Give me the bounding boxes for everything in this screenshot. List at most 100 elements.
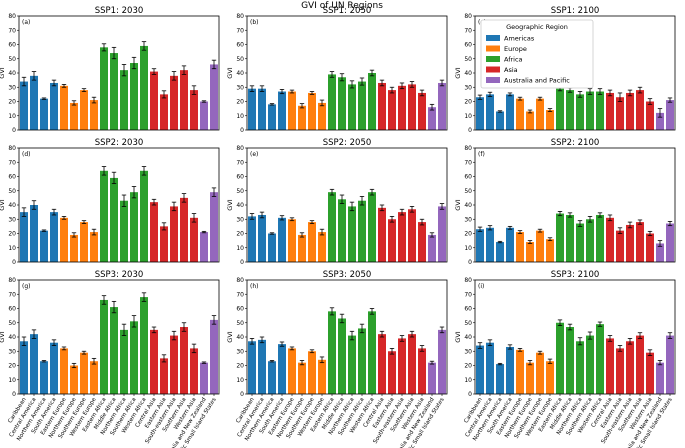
bar-eastern-asia [160,226,168,262]
y-tick-label: 40 [8,70,16,77]
y-tick-label: 10 [236,245,244,252]
bar-southern-africa [586,91,594,130]
y-axis-label: GVI [0,331,6,342]
legend-label-asia: Asia [504,66,518,74]
y-tick-label: 20 [8,231,16,238]
panel-title: SSP1: 2030 [95,6,144,16]
bar-northern-america [268,361,276,394]
panel-label: (d) [22,151,31,158]
y-tick-label: 20 [236,99,244,106]
bar-northern-africa [120,70,128,130]
y-tick-label: 10 [236,113,244,120]
axes-frame [474,279,676,395]
bar-pacific-small-island-states [210,319,218,394]
bar-south-eastern-asia [398,85,406,130]
bar-northern-europe [526,362,534,394]
bar-western-europe [546,110,554,130]
y-tick-label: 20 [8,363,16,370]
bar-northern-europe [298,105,306,130]
chart-panel-8: SSP3: 2050(h)01020304050607080GVICaribbe… [226,270,448,448]
bar-central-asia [150,202,158,262]
bar-western-africa [140,297,148,394]
bar-central-america [486,342,494,394]
bar-south-america [506,346,514,394]
bar-eastern-africa [100,170,108,262]
bar-eastern-africa [328,311,336,394]
panel-title: SSP2: 2030 [95,138,144,148]
bar-middle-africa [566,90,574,130]
bar-northern-europe [526,242,534,262]
bar-pacific-small-island-states [666,100,674,130]
bar-northern-america [268,233,276,262]
bar-eastern-africa [100,299,108,394]
bar-western-asia [190,217,198,262]
bar-australia-and-new-zealand [200,232,208,262]
bar-central-america [258,88,266,130]
y-tick-label: 30 [464,216,472,223]
bar-south-america [278,217,286,262]
bar-south-eastern-asia [170,206,178,262]
bar-western-asia [190,348,198,394]
bar-central-asia [378,207,386,262]
bar-northern-europe [526,111,534,130]
bar-middle-africa [110,53,118,130]
bar-eastern-asia [160,94,168,130]
y-tick-label: 60 [236,42,244,49]
y-tick-label: 20 [236,231,244,238]
bar-northern-europe [298,234,306,262]
y-tick-label: 30 [236,348,244,355]
y-tick-label: 60 [8,306,16,313]
y-tick-label: 60 [236,306,244,313]
bar-western-africa [368,73,376,130]
y-tick-label: 80 [464,13,472,20]
bar-western-asia [190,90,198,130]
y-tick-label: 0 [468,259,472,266]
bar-northern-america [40,361,48,394]
bar-eastern-africa [328,74,336,130]
bar-eastern-europe [60,217,68,262]
bar-southern-asia [408,334,416,394]
bar-northern-africa [348,206,356,262]
bar-southern-africa [358,328,366,394]
y-tick-label: 30 [464,348,472,355]
y-tick-label: 0 [240,259,244,266]
bar-northern-america [496,242,504,262]
bar-australia-and-new-zealand [200,101,208,130]
axes-frame [18,279,220,395]
bar-southern-europe [536,352,544,394]
bar-central-asia [606,92,614,130]
bar-south-eastern-asia [626,224,634,262]
y-tick-label: 70 [464,27,472,34]
y-tick-label: 40 [236,202,244,209]
bar-northern-europe [70,102,78,130]
y-tick-label: 10 [8,377,16,384]
bar-eastern-asia [388,219,396,262]
bar-southern-asia [636,222,644,262]
y-tick-label: 40 [236,334,244,341]
bar-northern-africa [348,335,356,394]
bar-south-america [50,342,58,394]
bar-australia-and-new-zealand [656,243,664,262]
bar-western-europe [546,239,554,262]
bar-eastern-asia [388,351,396,394]
bar-southern-africa [586,219,594,262]
y-tick-label: 30 [8,216,16,223]
bar-south-america [506,227,514,262]
y-tick-label: 80 [8,145,16,152]
y-axis-label: GVI [454,331,462,342]
bar-northern-africa [576,341,584,394]
bar-eastern-europe [516,232,524,262]
y-axis-label: GVI [226,199,234,210]
bar-pacific-small-island-states [666,335,674,394]
y-tick-label: 40 [464,334,472,341]
bar-southern-asia [408,209,416,262]
bar-australia-and-new-zealand [428,362,436,394]
bar-central-asia [606,217,614,262]
bar-eastern-asia [616,97,624,130]
y-tick-label: 80 [236,13,244,20]
bar-central-america [30,205,38,262]
bar-northern-africa [120,200,128,262]
y-tick-label: 40 [464,202,472,209]
bar-western-europe [318,359,326,394]
